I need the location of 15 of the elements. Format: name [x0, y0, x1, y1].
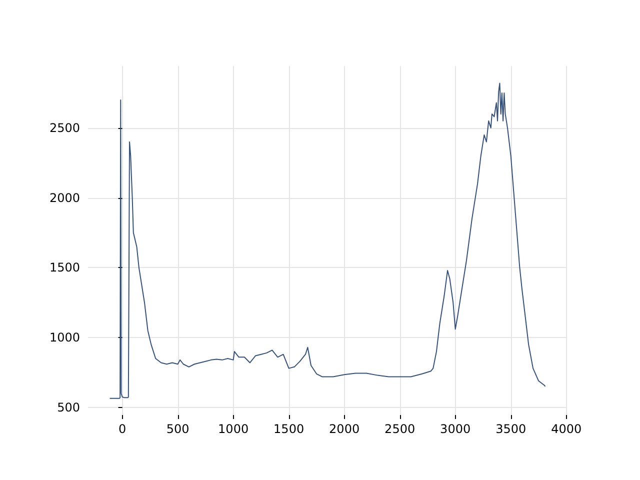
y-tick-label: 500: [57, 400, 80, 414]
y-tick-label: 2500: [49, 120, 80, 135]
x-tick-label: 3500: [496, 422, 526, 436]
x-tick-label: 4000: [551, 422, 582, 436]
x-tick-label: 500: [166, 422, 190, 436]
x-tick-label: 0: [118, 422, 126, 436]
x-tick-label: 1000: [218, 422, 249, 436]
y-tick-label: 2000: [49, 190, 80, 205]
y-tick-label: 1500: [49, 260, 80, 275]
line-series: [109, 82, 546, 399]
y-tick-label: 1000: [49, 330, 80, 345]
x-tick-label: 1500: [274, 422, 304, 436]
x-tick-label: 2000: [329, 422, 360, 436]
x-tick-label: 2500: [384, 422, 416, 436]
x-tick-label: 3000: [440, 422, 471, 436]
